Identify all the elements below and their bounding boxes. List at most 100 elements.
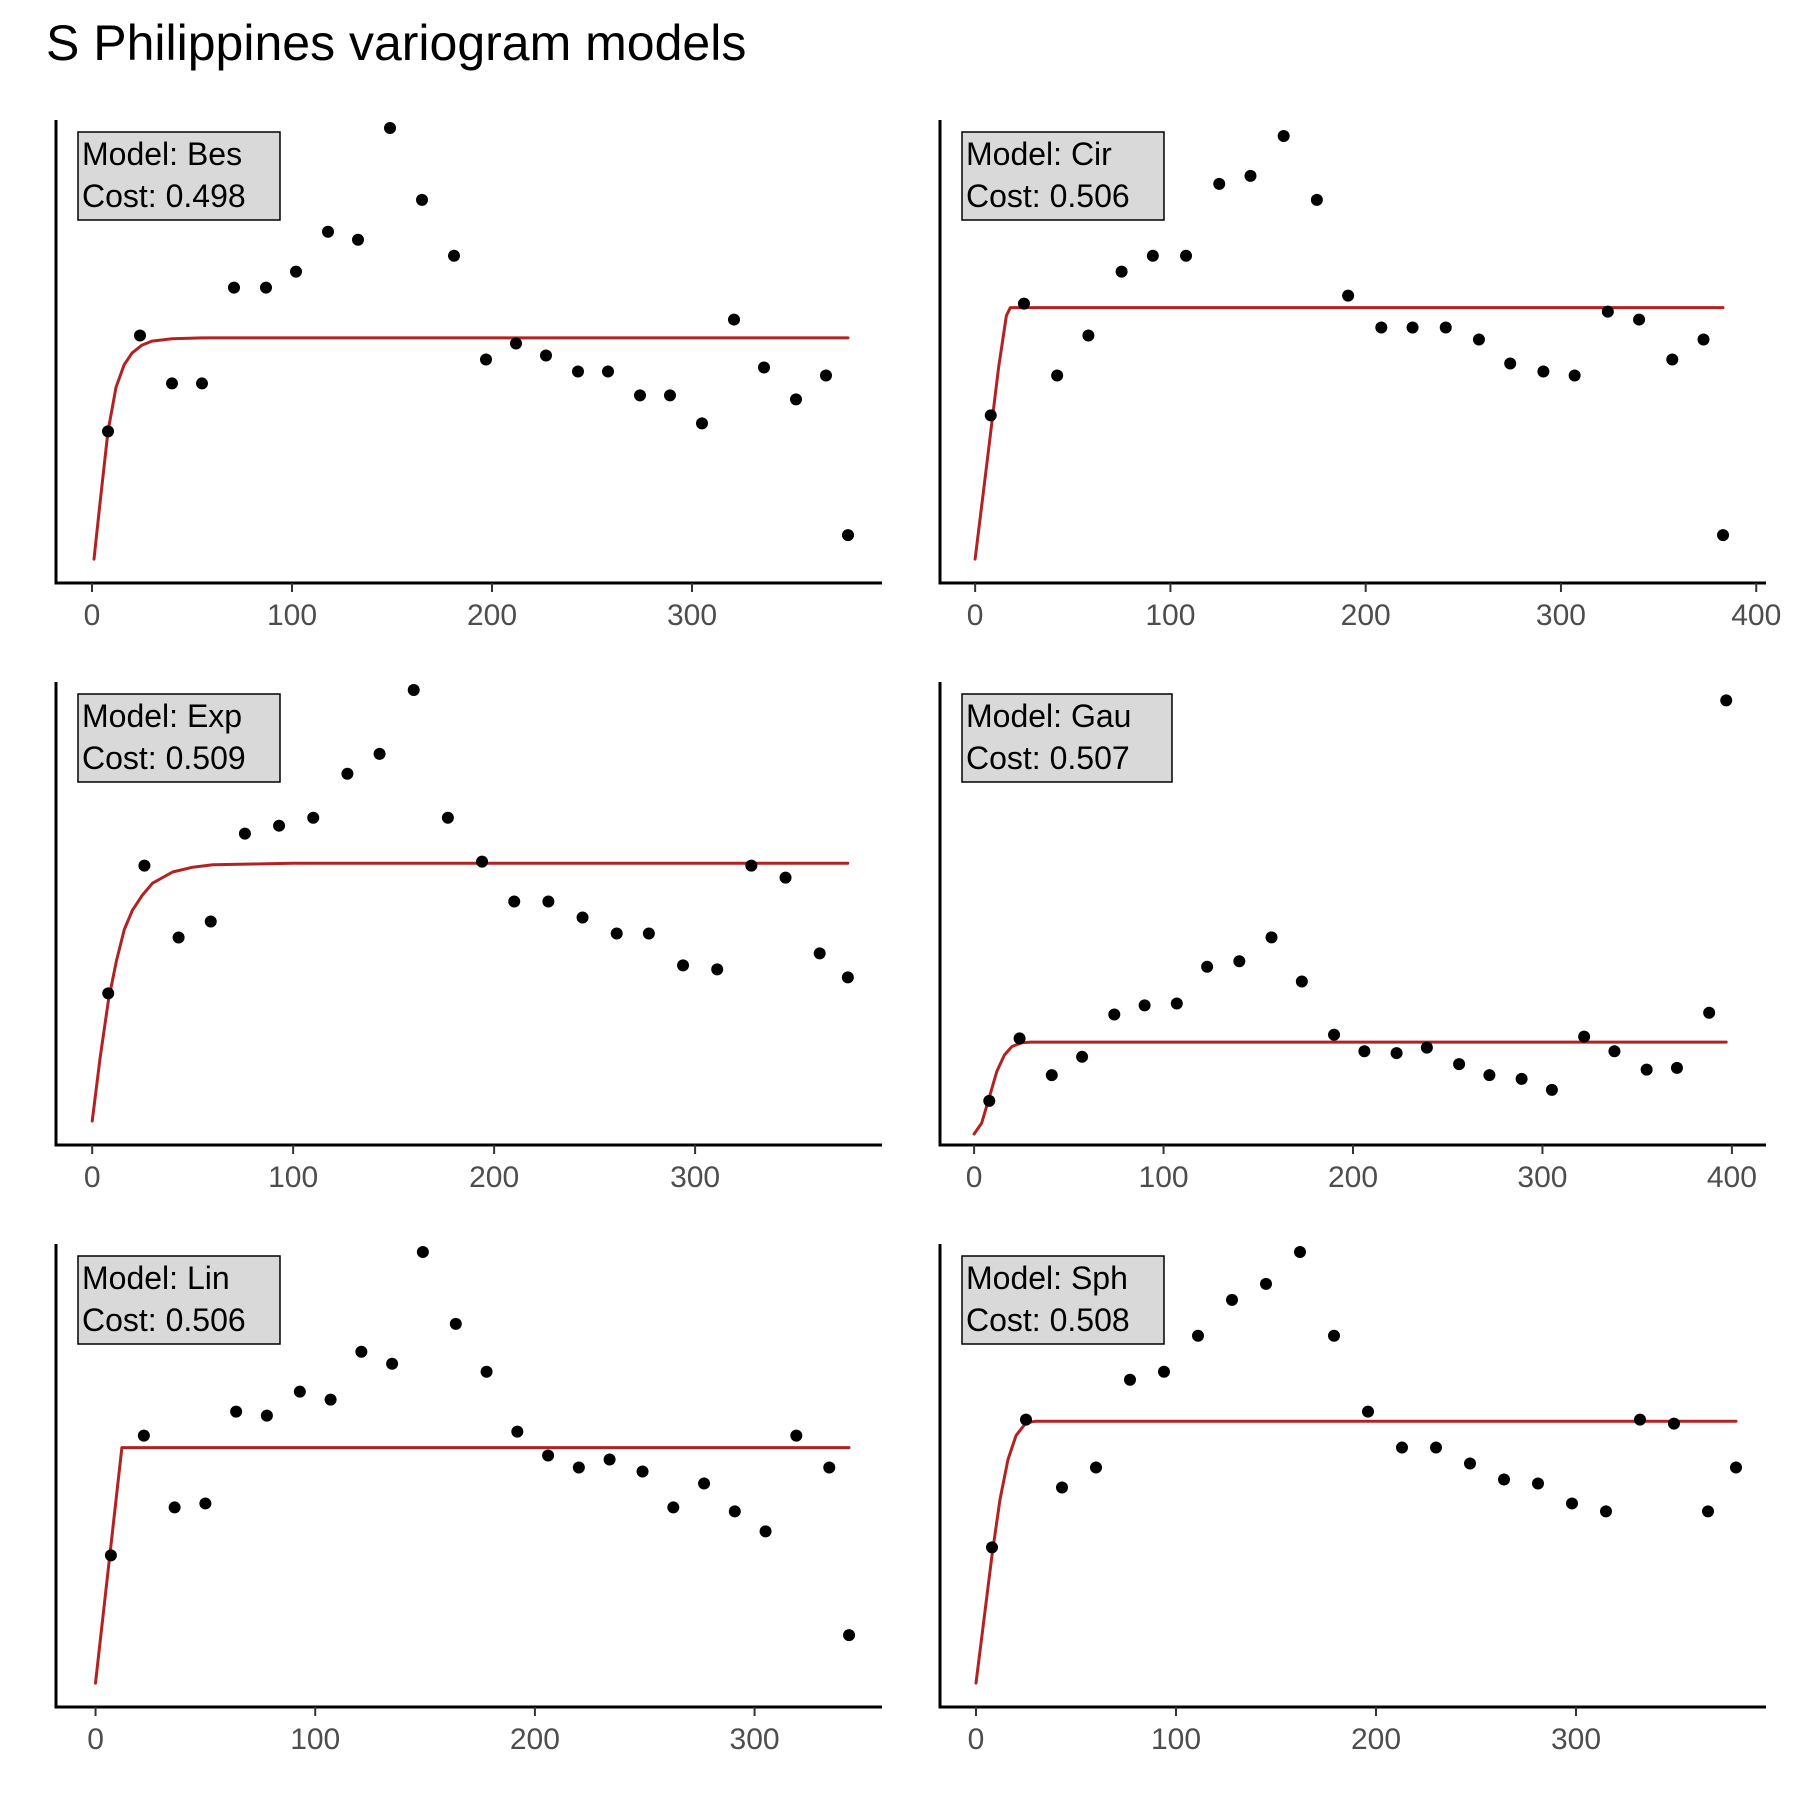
empirical-point — [1545, 1083, 1558, 1096]
model-cost-label: Cost: 0.506 — [82, 1302, 246, 1338]
empirical-point — [204, 915, 217, 928]
empirical-point — [1090, 1461, 1102, 1474]
empirical-point — [1568, 369, 1581, 382]
empirical-point — [196, 377, 208, 390]
empirical-point — [1146, 249, 1159, 262]
empirical-point — [1017, 297, 1030, 310]
x-tick-label: 200 — [469, 1161, 519, 1194]
empirical-point — [1362, 1405, 1374, 1418]
model-cost-label: Cost: 0.507 — [966, 740, 1130, 776]
empirical-point — [134, 329, 146, 342]
empirical-point — [1295, 975, 1308, 988]
empirical-point — [1608, 1045, 1621, 1058]
model-name-label: Model: Exp — [82, 698, 242, 734]
variogram-panel-lin: 0 100 200 300 Model: Lin Cost: 0.506 — [54, 1244, 882, 1756]
empirical-point — [449, 1317, 462, 1330]
chart-title: S Philippines variogram models — [46, 15, 747, 71]
empirical-point — [102, 425, 114, 438]
empirical-point — [416, 1245, 429, 1258]
model-cost-label: Cost: 0.508 — [966, 1302, 1130, 1338]
empirical-point — [1226, 1293, 1238, 1306]
model-name-label: Model: Lin — [82, 1260, 230, 1296]
x-tick-label: 100 — [268, 1161, 318, 1194]
empirical-point — [745, 859, 758, 872]
x-tick-label: 200 — [467, 599, 517, 632]
empirical-point — [166, 377, 178, 390]
variogram-panel-cir: 0 100 200 300 400 Model: Cir Cost: 0.506 — [938, 120, 1781, 632]
empirical-point — [813, 947, 826, 960]
variogram-panel-gau: 0 100 200 300 400 Model: Gau Cost: 0.507 — [938, 682, 1766, 1194]
model-cost-label: Cost: 0.509 — [82, 740, 246, 776]
empirical-point — [642, 927, 655, 940]
empirical-point — [1406, 321, 1419, 334]
empirical-point — [1020, 1413, 1032, 1426]
empirical-point — [696, 417, 708, 430]
empirical-point — [260, 1409, 273, 1422]
plot-area — [973, 129, 1730, 561]
empirical-point — [1578, 1030, 1591, 1043]
model-cost-label: Cost: 0.498 — [82, 178, 246, 214]
empirical-point — [407, 683, 420, 696]
x-tick-label: 200 — [510, 1723, 560, 1756]
empirical-point — [841, 971, 854, 984]
empirical-point — [352, 233, 364, 246]
model-label-box — [961, 693, 1173, 783]
empirical-point — [228, 281, 240, 294]
model-label-box — [77, 1255, 281, 1345]
empirical-point — [610, 927, 623, 940]
empirical-point — [1233, 955, 1246, 968]
empirical-point — [307, 811, 320, 824]
empirical-point — [698, 1477, 711, 1490]
empirical-point — [322, 225, 334, 238]
empirical-point — [1439, 321, 1452, 334]
x-tick-label: 0 — [84, 599, 101, 632]
model-fit-line — [90, 861, 850, 1123]
empirical-point — [290, 265, 302, 278]
empirical-point — [1180, 249, 1193, 262]
model-name-label: Model: Gau — [966, 698, 1131, 734]
empirical-point — [572, 1461, 585, 1474]
empirical-point — [1670, 1061, 1683, 1074]
empirical-point — [1717, 529, 1730, 542]
empirical-point — [1170, 997, 1183, 1010]
empirical-point — [1634, 1413, 1646, 1426]
empirical-point — [1213, 177, 1226, 190]
empirical-point — [102, 987, 115, 1000]
empirical-point — [1358, 1045, 1371, 1058]
empirical-point — [1056, 1481, 1068, 1494]
empirical-point — [572, 365, 584, 378]
model-label-box — [961, 1255, 1165, 1345]
empirical-point — [172, 931, 185, 944]
empirical-point — [634, 389, 646, 402]
model-label-box — [77, 693, 281, 783]
variogram-panel-exp: 0 100 200 300 Model: Exp Cost: 0.509 — [54, 682, 882, 1194]
variogram-panel-sph: 0 100 200 300 Model: Sph Cost: 0.508 — [938, 1244, 1766, 1756]
empirical-point — [1390, 1047, 1403, 1060]
empirical-point — [448, 249, 460, 262]
model-name-label: Model: Cir — [966, 136, 1112, 172]
empirical-point — [711, 963, 724, 976]
empirical-point — [779, 871, 792, 884]
empirical-point — [1537, 365, 1550, 378]
x-tick-label: 100 — [290, 1723, 340, 1756]
empirical-point — [510, 337, 522, 350]
model-fit-line — [974, 1419, 1738, 1685]
empirical-point — [1294, 1245, 1306, 1258]
x-tick-label: 0 — [966, 1161, 983, 1194]
empirical-point — [324, 1393, 337, 1406]
empirical-point — [667, 1501, 680, 1514]
empirical-point — [677, 959, 690, 972]
empirical-point — [603, 1453, 616, 1466]
empirical-point — [476, 855, 489, 868]
empirical-point — [664, 389, 676, 402]
x-tick-label: 200 — [1341, 599, 1391, 632]
model-name-label: Model: Bes — [82, 136, 242, 172]
x-tick-label: 100 — [1145, 599, 1195, 632]
empirical-point — [1720, 694, 1733, 707]
empirical-point — [508, 895, 521, 908]
model-fit-line — [94, 1446, 851, 1685]
empirical-point — [1265, 931, 1278, 944]
empirical-point — [843, 1629, 856, 1642]
empirical-point — [1498, 1473, 1510, 1486]
plot-area — [90, 683, 854, 1123]
